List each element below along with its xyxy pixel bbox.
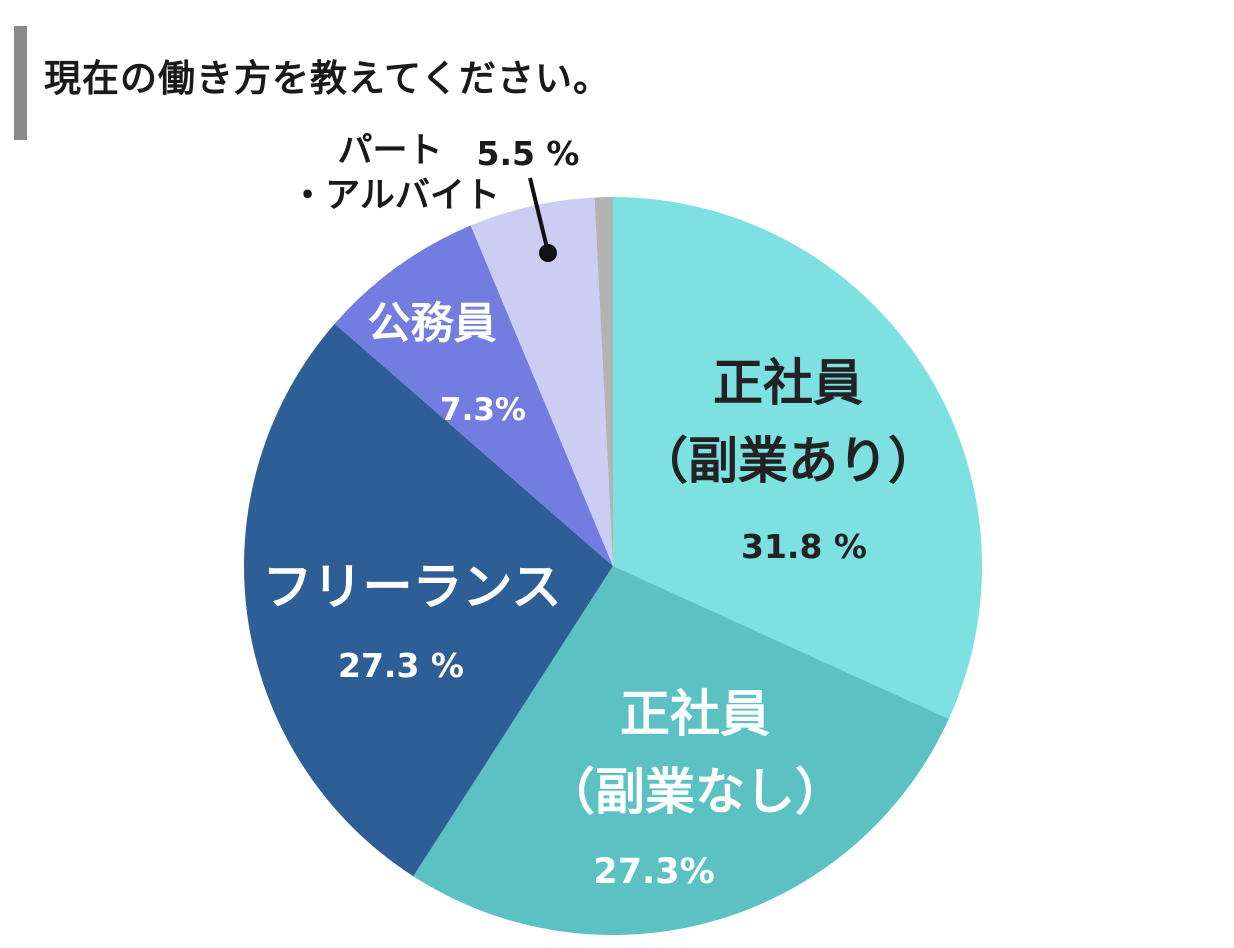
slice-label: （副業なし） <box>545 763 845 821</box>
slice-label: パート <box>337 131 442 171</box>
slice-label: フリーランス <box>263 558 562 616</box>
callout-dot <box>539 244 557 262</box>
slice-label: 正社員 <box>620 685 770 743</box>
slice-value-label: 5.5 % <box>476 134 579 173</box>
slice-label: 正社員 <box>713 354 863 412</box>
slice-value-label: 31.8 % <box>741 527 867 566</box>
slice-label: （副業あり） <box>638 432 938 490</box>
slice-value-label: 27.3% <box>593 852 714 892</box>
slice-label: ・アルバイト <box>290 176 500 216</box>
slice-value-label: 7.3% <box>440 392 526 428</box>
slice-value-label: 27.3 % <box>338 646 464 685</box>
slice-label: 公務員 <box>368 299 497 349</box>
